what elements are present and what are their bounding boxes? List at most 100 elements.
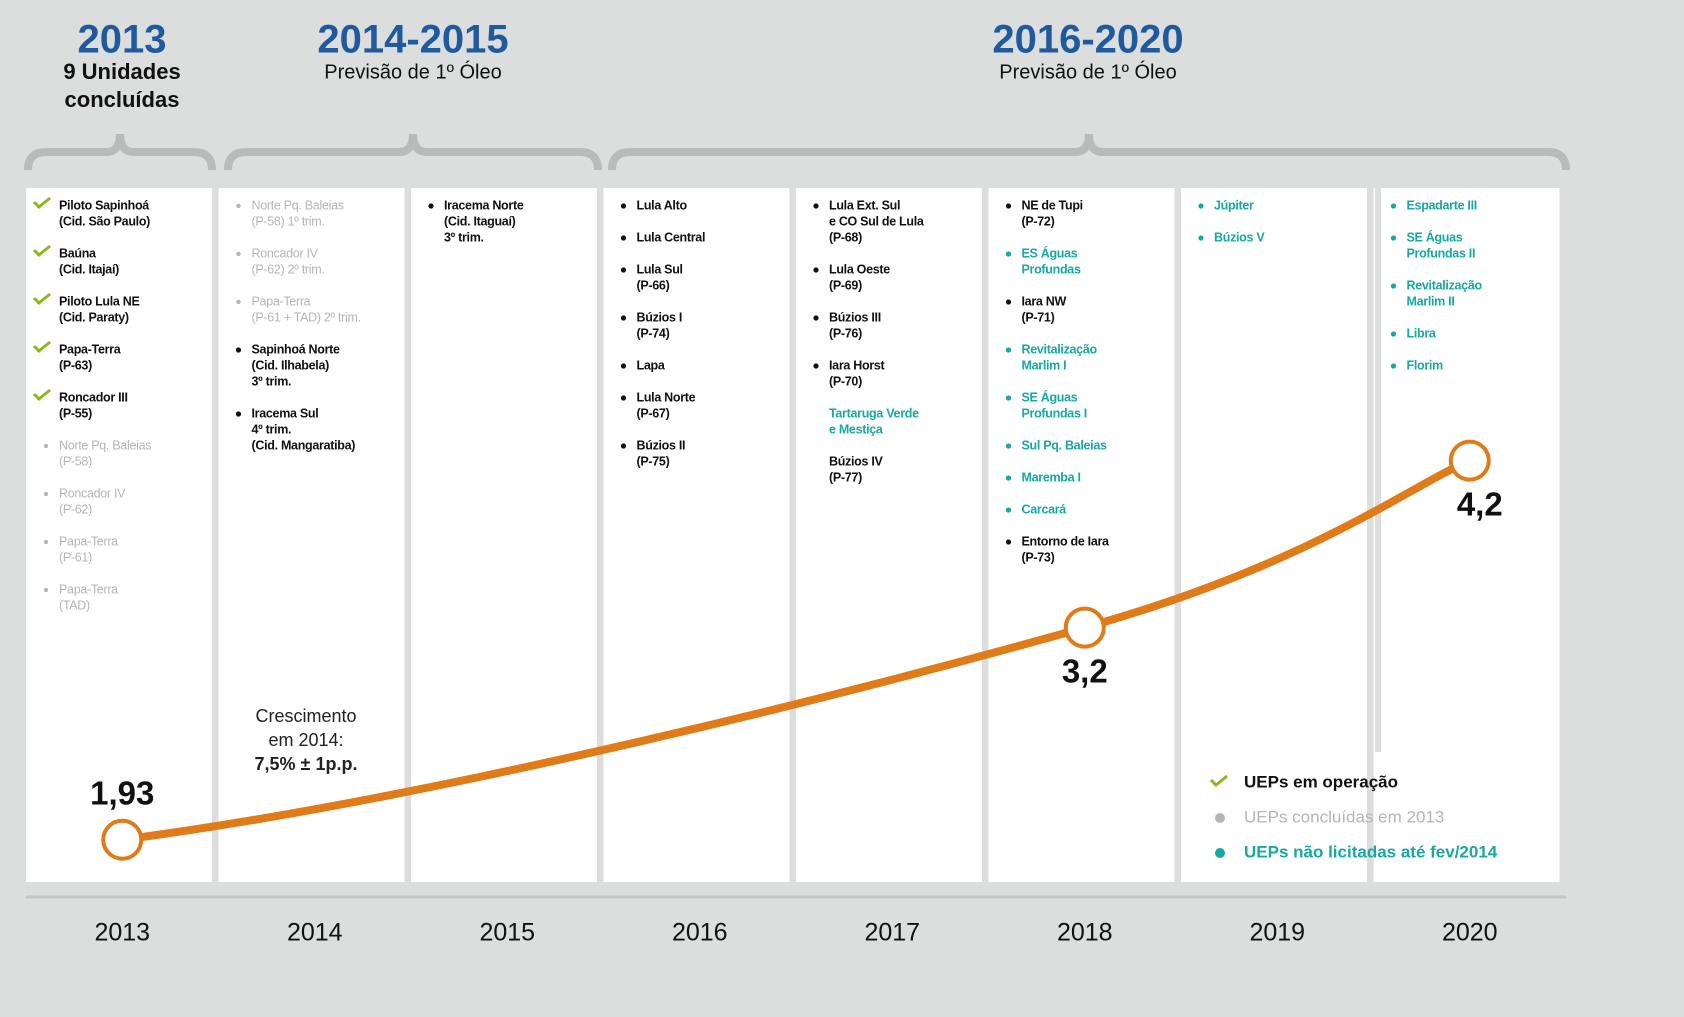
item-text: (P-62) 2º trim. bbox=[252, 262, 325, 276]
bullet bbox=[236, 251, 241, 257]
item-text: Carcará bbox=[1022, 502, 1067, 516]
x-tick-label: 2017 bbox=[864, 919, 920, 947]
x-tick-label: 2018 bbox=[1057, 919, 1113, 947]
item-text: SE Águas bbox=[1022, 389, 1078, 404]
item-text: (Cid. Ilhabela) bbox=[252, 358, 330, 372]
bullet bbox=[620, 443, 627, 449]
item-text: Libra bbox=[1407, 326, 1437, 340]
bullet bbox=[1005, 507, 1012, 513]
legend-bullet bbox=[1215, 848, 1225, 858]
bullet bbox=[428, 203, 434, 209]
item-text: 4º trim. bbox=[252, 422, 292, 436]
annotation: 7,5% ± 1p.p. bbox=[255, 754, 358, 774]
period-title: 2016-2020 bbox=[992, 18, 1183, 62]
bullet bbox=[1390, 363, 1397, 369]
item-text: Papa-Terra bbox=[252, 294, 311, 308]
bullet bbox=[1390, 331, 1397, 337]
bullet bbox=[620, 395, 627, 401]
item-text: NE de Tupi bbox=[1022, 198, 1083, 212]
item-text: Lula Central bbox=[637, 230, 706, 244]
item-text: (P-63) bbox=[59, 358, 92, 372]
annotation: em 2014: bbox=[268, 730, 343, 750]
item-text: Lula Sul bbox=[637, 262, 683, 276]
bullet bbox=[1005, 539, 1012, 545]
x-tick-label: 2015 bbox=[479, 919, 535, 947]
bullet bbox=[235, 411, 242, 417]
period-title: 2013 bbox=[78, 18, 167, 62]
check-icon bbox=[32, 244, 51, 258]
bullet bbox=[1005, 299, 1012, 305]
x-tick-label: 2014 bbox=[287, 919, 343, 947]
item-text: (P-61 + TAD) 2º trim. bbox=[252, 310, 361, 324]
item-text: Búzios V bbox=[1214, 230, 1265, 244]
bullet bbox=[1005, 395, 1012, 401]
bullet bbox=[1005, 347, 1012, 353]
bracket bbox=[608, 133, 1570, 171]
bullet bbox=[620, 267, 627, 273]
period-subtitle: 9 Unidades bbox=[63, 59, 180, 84]
item-text: Marlim I bbox=[1022, 358, 1067, 372]
item-text: Maremba I bbox=[1022, 470, 1081, 484]
item-text: (P-69) bbox=[829, 278, 862, 292]
value-label: 3,2 bbox=[1062, 652, 1108, 689]
item-text: Búzios IV bbox=[829, 454, 884, 468]
item-text: Búzios III bbox=[829, 310, 881, 324]
bracket bbox=[24, 133, 216, 171]
item-text: Norte Pq. Baleias bbox=[59, 438, 151, 452]
growth-line bbox=[118, 456, 1474, 844]
value-label: 4,2 bbox=[1457, 485, 1503, 522]
item-text: Sapinhoá Norte bbox=[252, 342, 341, 356]
item-text: Norte Pq. Baleias bbox=[252, 198, 344, 212]
item-text: Espadarte III bbox=[1407, 198, 1477, 212]
item-text: (P-55) bbox=[59, 406, 92, 420]
bullet bbox=[43, 491, 49, 497]
bullet bbox=[43, 539, 49, 545]
item-text: (P-67) bbox=[637, 406, 670, 420]
legend-bullet bbox=[1215, 813, 1225, 823]
bullet bbox=[620, 235, 627, 241]
bullet bbox=[1005, 251, 1012, 257]
item-text: e CO Sul de Lula bbox=[829, 214, 925, 228]
bullet bbox=[813, 267, 819, 273]
period-title: 2014-2015 bbox=[317, 18, 508, 62]
item-text: Piloto Lula NE bbox=[59, 294, 140, 308]
data-point bbox=[1063, 606, 1106, 649]
data-point bbox=[1448, 439, 1491, 482]
period-subtitle: Previsão de 1º Óleo bbox=[324, 60, 501, 83]
check-icon bbox=[32, 340, 51, 354]
item-text: Sul Pq. Baleias bbox=[1022, 438, 1107, 452]
period-subtitle: Previsão de 1º Óleo bbox=[999, 60, 1176, 83]
item-text: Florim bbox=[1407, 358, 1444, 372]
item-text: Papa-Terra bbox=[59, 342, 122, 356]
x-tick-label: 2016 bbox=[672, 919, 728, 947]
item-text: Revitalização bbox=[1407, 278, 1483, 292]
bracket bbox=[224, 133, 602, 171]
column bbox=[603, 188, 790, 882]
item-text: Roncador IV bbox=[59, 486, 126, 500]
period-subtitle: concluídas bbox=[65, 87, 180, 112]
item-text: Piloto Sapinhoá bbox=[59, 198, 149, 212]
item-text: Búzios I bbox=[637, 310, 683, 324]
item-text: (Cid. São Paulo) bbox=[59, 214, 150, 228]
item-text: Papa-Terra bbox=[59, 534, 118, 548]
item-text: (P-62) bbox=[59, 502, 92, 516]
item-text: (Cid. Paraty) bbox=[59, 310, 129, 324]
legend-label: UEPs concluídas em 2013 bbox=[1244, 807, 1444, 826]
item-text: (P-72) bbox=[1022, 214, 1055, 228]
column bbox=[796, 188, 982, 882]
bullet bbox=[43, 587, 49, 593]
item-text: Roncador IV bbox=[252, 246, 319, 260]
bullet bbox=[1005, 203, 1012, 209]
x-tick-label: 2019 bbox=[1249, 919, 1305, 947]
bullet bbox=[1390, 283, 1397, 289]
annotation: Crescimento bbox=[255, 706, 356, 726]
item-text: (P-70) bbox=[829, 374, 862, 388]
item-text: Iracema Norte bbox=[444, 198, 524, 212]
x-tick-label: 2020 bbox=[1442, 919, 1498, 947]
bullet bbox=[813, 315, 819, 321]
legend-label: UEPs não licitadas até fev/2014 bbox=[1244, 842, 1498, 861]
column bbox=[218, 188, 405, 882]
bullet bbox=[813, 363, 819, 369]
